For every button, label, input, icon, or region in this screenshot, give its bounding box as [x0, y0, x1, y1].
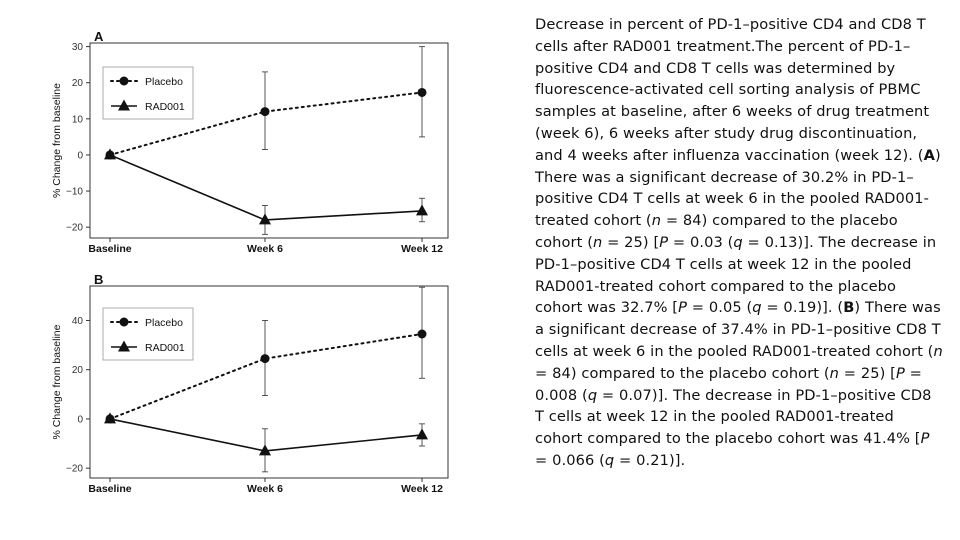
- caption-panel-b-ref: B: [843, 299, 855, 317]
- caption-italic: q: [587, 386, 598, 404]
- x-tick-label: Week 6: [247, 243, 283, 255]
- caption-text: = 0.03 (: [668, 233, 734, 251]
- caption-text: = 25) [: [602, 233, 660, 251]
- marker-point-placebo: [260, 107, 270, 117]
- caption-italic: q: [733, 233, 743, 251]
- panel-label: A: [94, 29, 104, 44]
- legend-label: RAD001: [145, 342, 185, 354]
- marker-point-placebo: [260, 354, 270, 364]
- x-tick-label: Baseline: [88, 243, 131, 255]
- y-tick-label: −20: [66, 223, 83, 234]
- y-tick-label: 40: [72, 316, 84, 327]
- caption-text: = 84) compared to the placebo cohort (: [535, 212, 898, 251]
- x-tick-label: Week 12: [401, 243, 443, 255]
- y-axis-label: % Change from baseline: [51, 324, 63, 439]
- caption-panel-a-ref: A: [923, 146, 935, 164]
- caption-text: = 25) [: [839, 364, 896, 382]
- marker-point-rad001: [259, 444, 271, 456]
- caption-text: = 84) compared to the placebo cohort (: [535, 364, 830, 382]
- y-tick-label: 0: [77, 414, 83, 425]
- marker-point-rad001: [104, 148, 116, 160]
- caption-italic: n: [829, 364, 840, 382]
- marker-point-rad001: [416, 428, 428, 440]
- y-tick-label: 10: [72, 114, 84, 125]
- chart-panel-b: B −20 0 20 40 Baseline Week 6 Week 12 % Change f…: [51, 272, 449, 495]
- marker-point-rad001: [416, 204, 428, 216]
- panel-label: B: [94, 272, 103, 287]
- x-tick-label: Week 12: [401, 483, 443, 495]
- caption-italic: q: [604, 451, 615, 469]
- marker-point-placebo: [417, 329, 427, 339]
- legend-label: Placebo: [145, 317, 183, 329]
- caption-italic: P: [678, 299, 688, 317]
- caption-text: = 0.008 (: [535, 364, 922, 404]
- caption-italic: n: [593, 233, 603, 251]
- legend-box: [102, 66, 194, 120]
- legend-marker: [119, 76, 129, 86]
- y-tick-label: 0: [77, 150, 83, 161]
- caption-italic: P: [920, 430, 930, 448]
- y-tick-label: 30: [72, 42, 84, 53]
- series-line-placebo: [109, 333, 423, 420]
- caption-text: Decrease in percent of PD-1–positive CD4…: [535, 16, 930, 164]
- caption-italic: n: [933, 342, 943, 360]
- caption-text: = 0.066 (: [535, 451, 605, 469]
- caption-italic: q: [752, 299, 762, 317]
- y-axis-label: % Change from baseline: [51, 83, 63, 198]
- caption-text: = 0.05 (: [687, 299, 753, 317]
- y-tick-label: −20: [66, 464, 83, 475]
- caption-text: = 0.21)].: [614, 451, 686, 469]
- legend-marker: [118, 340, 130, 352]
- marker-point-rad001: [259, 213, 271, 225]
- marker-point-placebo: [417, 87, 427, 97]
- marker-point-rad001: [104, 412, 116, 424]
- figure-caption: Decrease in percent of PD-1–positive CD4…: [535, 14, 945, 472]
- legend-label: RAD001: [145, 101, 185, 113]
- legend-box: [102, 307, 194, 361]
- y-tick-label: 20: [72, 365, 84, 376]
- y-tick-label: 20: [72, 78, 84, 89]
- legend-marker: [119, 317, 129, 327]
- caption-italic: P: [895, 364, 905, 382]
- caption-text: ) There was a significant decrease of 30…: [535, 146, 941, 230]
- caption-text: ) There was a significant decrease of 37…: [535, 299, 941, 360]
- caption-text: = 0.07)]. The decrease in PD-1–positive …: [535, 386, 932, 448]
- caption-italic: P: [659, 233, 669, 251]
- y-tick-label: −10: [66, 187, 83, 198]
- caption-text: = 0.19)]. (: [761, 299, 844, 317]
- legend-marker: [118, 99, 130, 111]
- series-line-placebo: [109, 91, 423, 156]
- legend-label: Placebo: [145, 76, 183, 88]
- x-tick-label: Baseline: [88, 483, 131, 495]
- chart-panel-a: A −20 −10 0 10 20 30 Baseline Week 6 Week 12 % Cha…: [51, 29, 449, 255]
- caption-text: = 0.13)]. The decrease in PD-1–positive …: [535, 233, 937, 317]
- x-tick-label: Week 6: [247, 483, 283, 495]
- figure: A −20 −10 0 10 20 30 Baseline Week 6 Week 12 % Cha…: [51, 29, 449, 495]
- caption-italic: n: [651, 212, 662, 230]
